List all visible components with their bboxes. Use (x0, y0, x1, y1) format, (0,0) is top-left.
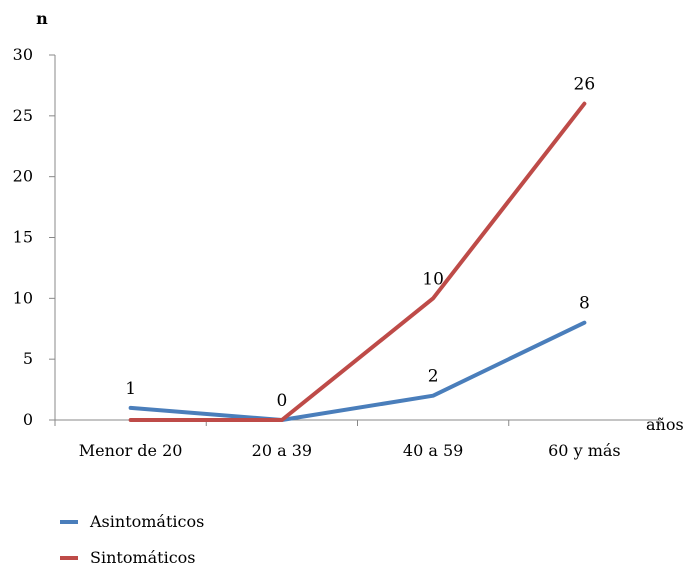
data-label: 26 (574, 75, 596, 95)
y-tick-label: 20 (13, 167, 33, 186)
data-label: 0 (276, 391, 287, 411)
y-axis-title: n (36, 9, 48, 28)
x-category-label: 60 y más (548, 441, 621, 460)
y-tick-label: 5 (23, 349, 33, 368)
x-axis-title: años (646, 415, 684, 434)
data-label: 8 (579, 294, 590, 314)
y-tick-label: 25 (13, 106, 33, 125)
y-tick-label: 0 (23, 410, 33, 429)
legend-label: Sintomáticos (90, 548, 196, 567)
x-category-label: Menor de 20 (79, 441, 183, 460)
y-tick-label: 15 (13, 228, 33, 247)
data-label: 1 (125, 379, 136, 399)
x-category-label: 40 a 59 (403, 441, 463, 460)
data-label: 10 (422, 269, 444, 289)
series-line-asintomáticos (128, 320, 587, 422)
x-category-label: 20 a 39 (252, 441, 312, 460)
series-line-sintomáticos (128, 101, 587, 422)
data-label: 2 (428, 367, 439, 387)
legend: Asintomáticos Sintomáticos (60, 512, 204, 567)
y-tick-label: 30 (13, 45, 33, 64)
legend-label: Asintomáticos (89, 512, 204, 531)
y-tick-label: 10 (13, 288, 33, 307)
